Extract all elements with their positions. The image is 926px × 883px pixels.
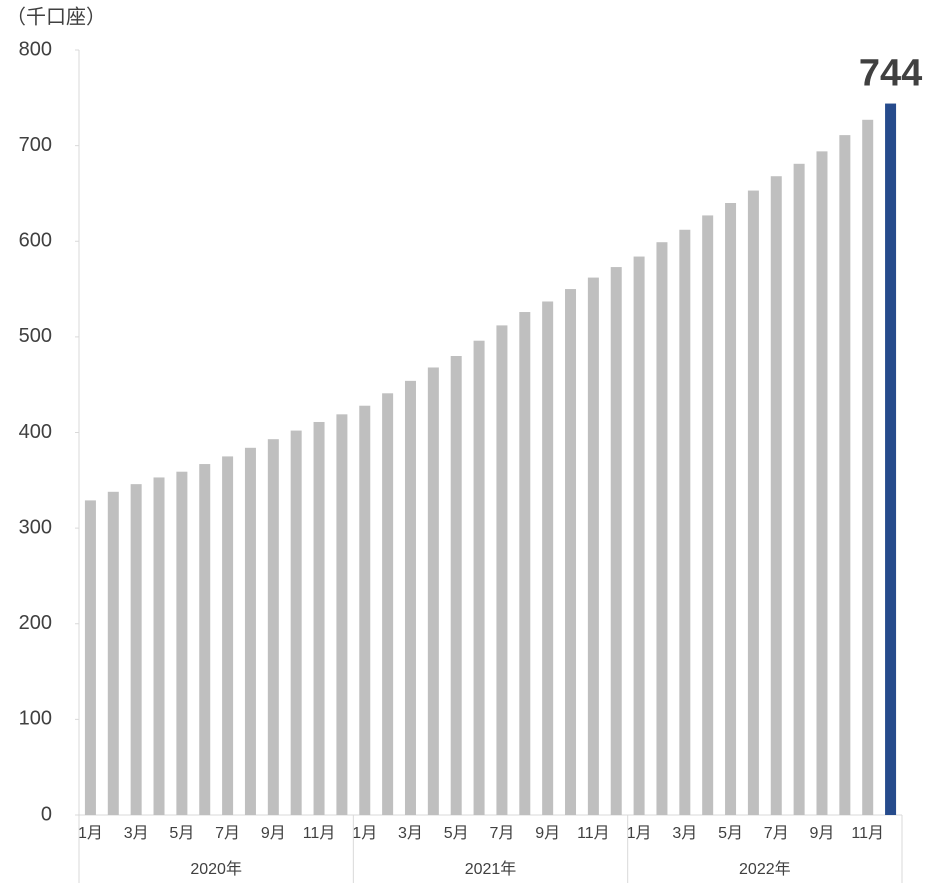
x-tick-label: 7月 bbox=[215, 825, 240, 842]
x-tick-label: 1月 bbox=[352, 825, 377, 842]
bar bbox=[267, 439, 279, 815]
bar bbox=[587, 277, 599, 815]
bar bbox=[130, 484, 142, 815]
bar bbox=[839, 135, 851, 815]
bar bbox=[313, 421, 325, 815]
y-axis-label: （千口座） bbox=[6, 5, 106, 28]
bar bbox=[656, 242, 668, 816]
y-tick-label: 500 bbox=[19, 325, 52, 347]
data-label: 744 bbox=[859, 53, 922, 95]
bar bbox=[496, 325, 508, 815]
bar bbox=[450, 356, 462, 815]
x-tick-label: 1月 bbox=[627, 825, 652, 842]
bar bbox=[633, 256, 645, 815]
bar bbox=[473, 340, 485, 815]
group-label: 2022年 bbox=[739, 860, 791, 878]
x-tick-label: 3月 bbox=[124, 825, 149, 842]
bar bbox=[84, 500, 96, 815]
bar bbox=[153, 477, 165, 815]
bar bbox=[199, 464, 211, 815]
bar bbox=[427, 367, 439, 815]
x-tick-label: 3月 bbox=[398, 825, 423, 842]
x-tick-label: 11月 bbox=[851, 825, 884, 842]
bar bbox=[862, 119, 874, 815]
bar bbox=[885, 103, 897, 816]
x-tick-label: 1月 bbox=[78, 825, 103, 842]
x-tick-label: 9月 bbox=[261, 825, 286, 842]
y-tick-label: 300 bbox=[19, 516, 52, 538]
group-label: 2021年 bbox=[465, 860, 517, 878]
bar bbox=[679, 229, 691, 815]
bar bbox=[222, 456, 234, 815]
y-tick-label: 700 bbox=[19, 134, 52, 156]
bar bbox=[176, 471, 188, 815]
x-tick-label: 9月 bbox=[535, 825, 560, 842]
x-tick-label: 9月 bbox=[810, 825, 835, 842]
x-tick-label: 5月 bbox=[169, 825, 194, 842]
x-tick-label: 5月 bbox=[444, 825, 469, 842]
bar bbox=[107, 491, 119, 815]
x-tick-label: 7月 bbox=[764, 825, 789, 842]
y-tick-label: 600 bbox=[19, 230, 52, 252]
y-tick-label: 100 bbox=[19, 708, 52, 730]
y-tick-label: 800 bbox=[19, 38, 52, 60]
bar bbox=[770, 176, 782, 816]
bar bbox=[565, 289, 577, 815]
y-tick-label: 0 bbox=[41, 803, 52, 825]
bar bbox=[519, 312, 531, 815]
x-tick-label: 3月 bbox=[672, 825, 697, 842]
x-tick-label: 7月 bbox=[489, 825, 514, 842]
bar bbox=[725, 203, 737, 815]
bar bbox=[336, 414, 348, 815]
group-label: 2020年 bbox=[190, 860, 242, 878]
bar bbox=[359, 405, 371, 815]
bar bbox=[702, 215, 714, 815]
y-tick-label: 400 bbox=[19, 421, 52, 443]
bar bbox=[610, 267, 622, 816]
bar bbox=[747, 190, 759, 816]
bar bbox=[404, 380, 416, 815]
x-tick-label: 11月 bbox=[303, 825, 336, 842]
bar bbox=[793, 163, 805, 815]
bar bbox=[244, 447, 256, 815]
x-tick-label: 11月 bbox=[577, 825, 610, 842]
bar bbox=[290, 430, 302, 815]
bar bbox=[816, 151, 828, 816]
x-tick-label: 5月 bbox=[718, 825, 743, 842]
bar bbox=[542, 301, 554, 815]
bar bbox=[382, 393, 394, 815]
y-tick-label: 200 bbox=[19, 612, 52, 634]
